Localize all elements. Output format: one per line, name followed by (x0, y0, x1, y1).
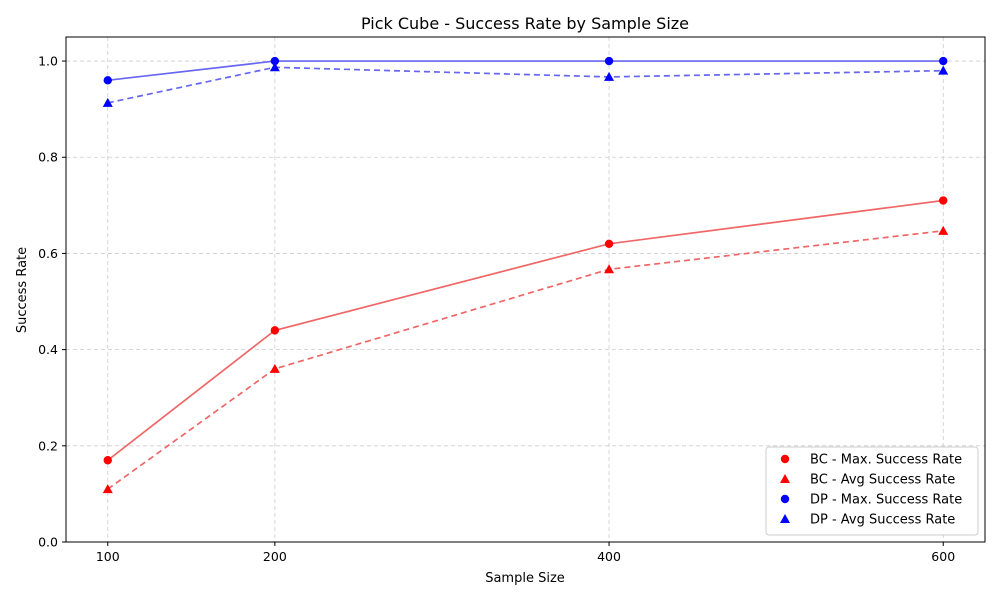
y-tick-label: 0.2 (38, 438, 58, 453)
data-point (604, 56, 614, 66)
legend-marker (780, 474, 790, 483)
legend-box (765, 446, 979, 536)
legend-entry: DP - Max. Success Rate (810, 493, 962, 508)
y-axis-label: Success Rate (15, 247, 30, 333)
data-point (604, 71, 615, 81)
x-tick-label: 600 (931, 549, 955, 564)
data-point (270, 56, 280, 66)
y-tick-label: 0.6 (38, 246, 58, 261)
data-point (939, 196, 948, 205)
legend-entry: DP - Avg Success Rate (810, 513, 955, 528)
legend: BC - Max. Success Rate BC - Avg Success R… (765, 446, 979, 536)
legend-entry: BC - Avg Success Rate (810, 473, 955, 488)
x-axis-ticks: 100 200 400 600 (96, 542, 955, 564)
data-point (604, 239, 614, 249)
y-tick-label: 0.4 (38, 342, 58, 357)
series-line (107, 60, 944, 82)
x-tick-label: 400 (597, 549, 621, 564)
data-point (938, 225, 949, 235)
chart-title: Pick Cube - Success Rate by Sample Size (361, 14, 689, 33)
legend-entry: BC - Max. Success Rate (810, 453, 962, 468)
legend-marker (780, 514, 790, 523)
series-line (107, 229, 944, 490)
series-line (107, 199, 944, 461)
series-markers (102, 56, 949, 494)
data-point (102, 97, 113, 107)
data-point (102, 484, 113, 494)
x-tick-label: 100 (96, 549, 120, 564)
data-point (604, 264, 615, 274)
y-tick-label: 1.0 (38, 54, 58, 69)
y-axis-ticks: 0.0 0.2 0.4 0.6 0.8 1.0 (38, 54, 66, 550)
data-point (103, 76, 112, 85)
data-point (938, 65, 949, 75)
data-point (270, 326, 280, 335)
x-axis-label: Sample Size (485, 571, 565, 586)
data-point (103, 456, 112, 465)
data-point (269, 363, 280, 373)
y-tick-label: 0.0 (38, 535, 58, 550)
legend-marker (780, 494, 790, 504)
x-tick-label: 200 (263, 549, 287, 564)
series-line (107, 66, 944, 104)
data-point (939, 56, 948, 66)
data-point (269, 62, 280, 72)
legend-marker (780, 454, 790, 464)
y-tick-label: 0.8 (38, 150, 58, 165)
plot-frame (65, 36, 986, 543)
series-lines (107, 60, 944, 490)
